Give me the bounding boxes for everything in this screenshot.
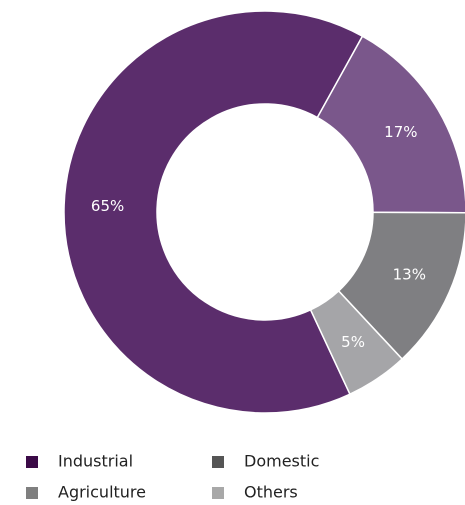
slice-label: 65%	[91, 197, 124, 215]
legend-label: Domestic	[244, 452, 319, 471]
slice-label: 17%	[384, 123, 417, 141]
slice	[63, 10, 364, 414]
legend-swatch	[212, 456, 224, 468]
slice-label: 5%	[341, 333, 365, 351]
legend-swatch	[26, 487, 38, 499]
legend-label: Agriculture	[58, 483, 146, 502]
slice	[309, 289, 404, 396]
legend-label: Others	[244, 483, 298, 502]
legend-swatch	[26, 456, 38, 468]
slice	[316, 35, 465, 214]
slice-label: 13%	[393, 266, 426, 284]
legend-swatch	[212, 487, 224, 499]
legend-label: Industrial	[58, 452, 133, 471]
